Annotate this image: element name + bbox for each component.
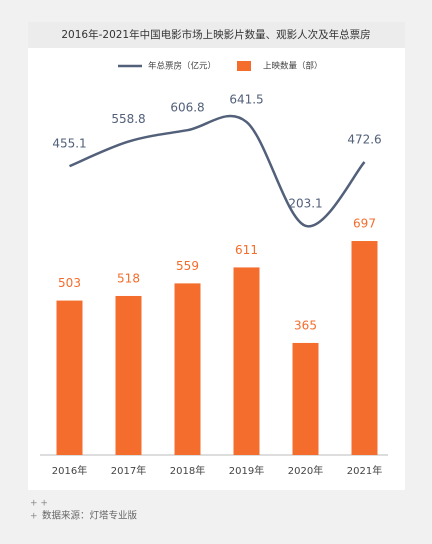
card: [28, 22, 405, 490]
legend-label: 年总票房（亿元）: [148, 61, 216, 72]
x-tick-label: 2018年: [170, 464, 205, 477]
source: 数据来源：灯塔专业版: [42, 510, 138, 522]
data-label: 606.8: [170, 101, 204, 115]
data-label: 503: [58, 276, 81, 290]
data-label: 472.6: [347, 132, 381, 146]
x-tick-label: 2016年: [52, 464, 87, 477]
x-tick-label: 2021年: [347, 464, 382, 477]
bar: [292, 342, 319, 455]
bar: [174, 283, 201, 455]
legend-swatch: [237, 61, 251, 71]
data-label: 641.5: [229, 92, 263, 106]
data-label: 558.8: [111, 112, 145, 126]
bar: [56, 300, 83, 455]
x-tick-label: 2020年: [288, 464, 323, 477]
legend-label: 上映数量（部）: [263, 61, 323, 72]
chart-title: 2016年-2021年中国电影市场上映影片数量、观影人次及年总票房: [61, 28, 370, 41]
data-label: 611: [235, 243, 258, 257]
x-tick-label: 2017年: [111, 464, 146, 477]
data-label: 365: [294, 318, 317, 332]
data-label: 455.1: [52, 137, 86, 151]
title-bar: [28, 22, 405, 48]
decoration: + +: [30, 499, 48, 509]
data-label: 559: [176, 259, 199, 273]
x-tick-label: 2019年: [229, 464, 264, 477]
data-label: 697: [353, 217, 376, 231]
bar: [115, 295, 142, 455]
bar: [351, 241, 378, 455]
data-label: 518: [117, 271, 140, 285]
data-label: 203.1: [288, 196, 322, 210]
decoration: +: [30, 512, 38, 522]
line: [69, 114, 366, 228]
bar: [233, 267, 260, 455]
